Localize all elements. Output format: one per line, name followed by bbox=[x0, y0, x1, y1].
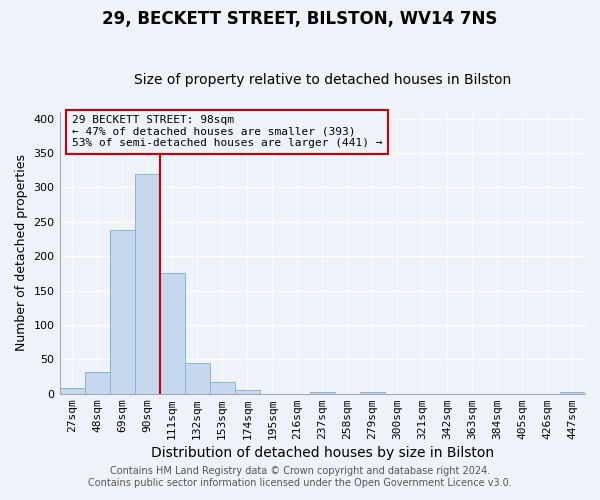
Bar bbox=[160, 274, 185, 394]
Title: Size of property relative to detached houses in Bilston: Size of property relative to detached ho… bbox=[134, 73, 511, 87]
Bar bbox=[310, 392, 335, 394]
Bar bbox=[110, 230, 134, 394]
Bar bbox=[235, 390, 260, 394]
Bar bbox=[209, 382, 235, 394]
Text: 29, BECKETT STREET, BILSTON, WV14 7NS: 29, BECKETT STREET, BILSTON, WV14 7NS bbox=[103, 10, 497, 28]
Text: 29 BECKETT STREET: 98sqm
← 47% of detached houses are smaller (393)
53% of semi-: 29 BECKETT STREET: 98sqm ← 47% of detach… bbox=[72, 115, 383, 148]
Text: Contains HM Land Registry data © Crown copyright and database right 2024.
Contai: Contains HM Land Registry data © Crown c… bbox=[88, 466, 512, 487]
Bar bbox=[59, 388, 85, 394]
Bar bbox=[360, 392, 385, 394]
Y-axis label: Number of detached properties: Number of detached properties bbox=[15, 154, 28, 351]
Bar bbox=[134, 174, 160, 394]
Bar bbox=[560, 392, 585, 394]
Bar bbox=[85, 372, 110, 394]
Bar bbox=[185, 363, 209, 394]
X-axis label: Distribution of detached houses by size in Bilston: Distribution of detached houses by size … bbox=[151, 446, 494, 460]
